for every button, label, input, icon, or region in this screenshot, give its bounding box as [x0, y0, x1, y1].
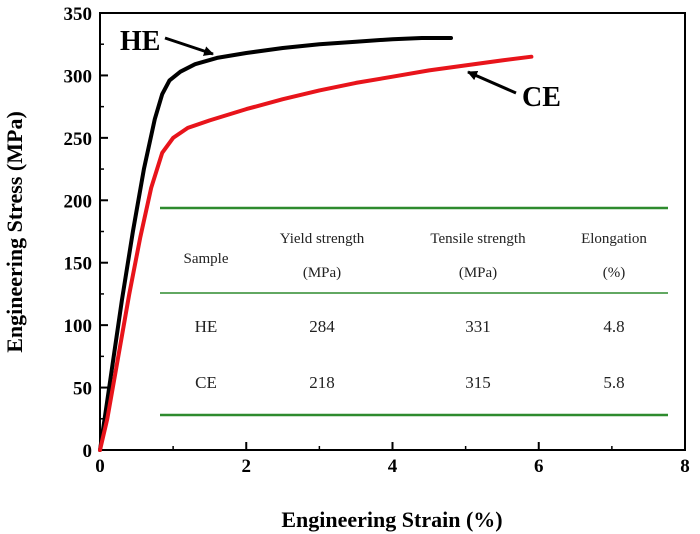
- x-tick-label: 0: [95, 456, 105, 477]
- series-point-he: [390, 37, 395, 41]
- table-cell-ce-sample: CE: [195, 373, 217, 392]
- table-header-elongation-line2: (%): [603, 265, 626, 281]
- annotation-ce: CE: [467, 70, 561, 113]
- series-point-ce: [317, 88, 321, 92]
- table-cell-he-yield: 284: [309, 317, 335, 336]
- table-cell-he-sample: HE: [195, 317, 218, 336]
- series-point-ce: [208, 118, 212, 122]
- series-point-he: [153, 117, 157, 121]
- x-tick-label: 4: [388, 456, 398, 477]
- series-point-ce: [127, 292, 131, 296]
- table-header-yield-line2: (MPa): [303, 265, 341, 281]
- y-tick-label: 100: [64, 316, 93, 337]
- series-point-ce: [98, 448, 102, 452]
- x-tick-label: 8: [680, 456, 690, 477]
- series-point-he: [120, 298, 124, 302]
- series-point-ce: [160, 151, 164, 155]
- series-point-he: [193, 62, 197, 66]
- series-point-he: [354, 40, 358, 44]
- series-point-ce: [281, 97, 285, 101]
- series-point-ce: [186, 126, 190, 130]
- annotation-he: HE: [120, 26, 214, 57]
- table-header-elongation-line1: Elongation: [581, 231, 647, 247]
- annotation-he-arrow: [164, 36, 214, 56]
- series-point-he: [167, 78, 172, 82]
- series-point-he: [449, 36, 453, 40]
- y-tick-label: 50: [73, 379, 92, 400]
- series-point-ce: [171, 136, 175, 140]
- table-cell-he-tensile: 331: [465, 317, 491, 336]
- series-point-he: [420, 36, 424, 40]
- annotation-he-label: HE: [120, 26, 160, 57]
- y-axis-ticks: 0 50 100 150 200 250 300 350: [64, 4, 108, 462]
- series-point-he: [281, 46, 285, 50]
- series-point-ce: [244, 107, 248, 111]
- table-cell-he-elongation: 4.8: [603, 317, 624, 336]
- series-point-he: [215, 56, 219, 60]
- inset-table: Sample Yield strength (MPa) Tensile stre…: [160, 206, 668, 417]
- x-tick-label: 6: [534, 456, 544, 477]
- series-point-ce: [354, 81, 358, 85]
- x-tick-label: 2: [242, 456, 252, 477]
- series-point-he: [131, 229, 135, 234]
- annotation-ce-arrow: [467, 70, 517, 95]
- series-point-he: [160, 92, 164, 96]
- series-layer: [98, 36, 534, 452]
- y-tick-label: 150: [64, 254, 93, 275]
- table-header-tensile-line2: (MPa): [459, 265, 497, 281]
- series-point-ce: [138, 236, 142, 240]
- series-point-ce: [390, 75, 395, 79]
- series-point-he: [244, 51, 248, 55]
- y-tick-label: 350: [64, 4, 93, 25]
- series-point-ce: [464, 63, 468, 67]
- y-axis-title: Engineering Stress (MPa): [2, 111, 27, 353]
- series-point-ce: [149, 186, 153, 190]
- series-point-he: [178, 70, 182, 74]
- table-header-sample: Sample: [184, 251, 229, 267]
- annotation-ce-label: CE: [522, 82, 561, 113]
- series-point-he: [142, 167, 146, 171]
- table-cell-ce-elongation: 5.8: [603, 373, 624, 392]
- series-point-ce: [105, 417, 109, 421]
- x-axis-ticks: 0 2 4 6 8: [95, 442, 690, 477]
- series-point-ce: [427, 68, 431, 72]
- series-point-ce: [500, 58, 504, 63]
- series-point-he: [317, 42, 321, 46]
- series-point-he: [109, 373, 113, 377]
- table-header-tensile-line1: Tensile strength: [430, 231, 526, 247]
- y-tick-label: 0: [83, 441, 93, 462]
- table-cell-ce-yield: 218: [309, 373, 335, 392]
- table-header-yield-line1: Yield strength: [280, 231, 365, 247]
- y-tick-label: 250: [64, 129, 93, 150]
- series-point-ce: [116, 354, 120, 358]
- table-cell-ce-tensile: 315: [465, 373, 491, 392]
- x-axis-title: Engineering Strain (%): [281, 507, 502, 532]
- y-tick-label: 300: [64, 66, 93, 87]
- series-point-ce: [529, 55, 534, 59]
- y-tick-label: 200: [64, 191, 93, 212]
